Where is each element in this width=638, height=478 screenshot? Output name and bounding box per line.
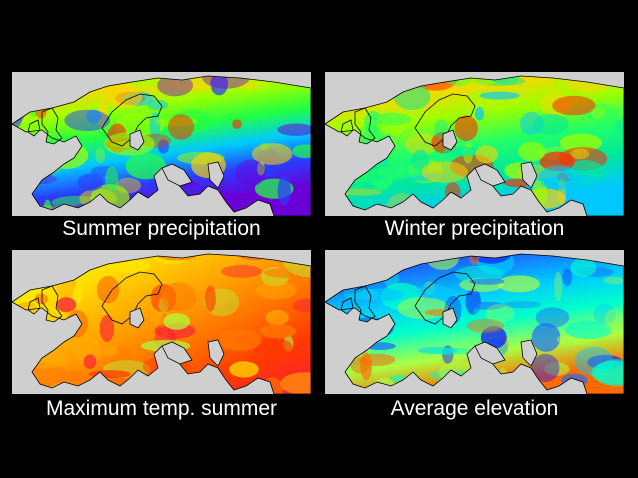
winter-precipitation-svg [325, 72, 624, 216]
inland-sea [474, 163, 506, 187]
maximum-temp-summer-map [12, 250, 311, 394]
coastline [354, 107, 376, 145]
summer-precipitation-map [12, 72, 311, 216]
inland-sea [442, 307, 458, 329]
maximum-temp-summer-caption: Maximum temp. summer [45, 397, 278, 420]
summer-precipitation-svg [12, 72, 311, 216]
inland-sea [129, 129, 145, 151]
coastline [27, 297, 41, 315]
inland-sea [520, 161, 538, 189]
inland-sea [474, 341, 506, 365]
inland-sea [520, 339, 538, 367]
coastline [101, 271, 163, 325]
summer-precipitation-caption: Summer precipitation [62, 217, 261, 240]
inland-sea [129, 307, 145, 329]
coastline [340, 119, 354, 137]
inland-sea [442, 129, 458, 151]
coastline [354, 285, 376, 323]
coastline [41, 285, 63, 323]
inland-sea [207, 161, 225, 189]
inland-sea [207, 339, 225, 367]
coastline [101, 93, 163, 147]
maximum-temp-summer-svg [12, 250, 311, 394]
coastline [41, 107, 63, 145]
inland-sea [161, 341, 193, 365]
coastline [414, 271, 476, 325]
average-elevation-caption: Average elevation [390, 397, 559, 420]
coastline [340, 297, 354, 315]
average-elevation-svg [325, 250, 624, 394]
average-elevation-map [325, 250, 624, 394]
coastline [27, 119, 41, 137]
inland-sea [161, 163, 193, 187]
winter-precipitation-map [325, 72, 624, 216]
winter-precipitation-caption: Winter precipitation [384, 217, 565, 240]
coastline [414, 93, 476, 147]
